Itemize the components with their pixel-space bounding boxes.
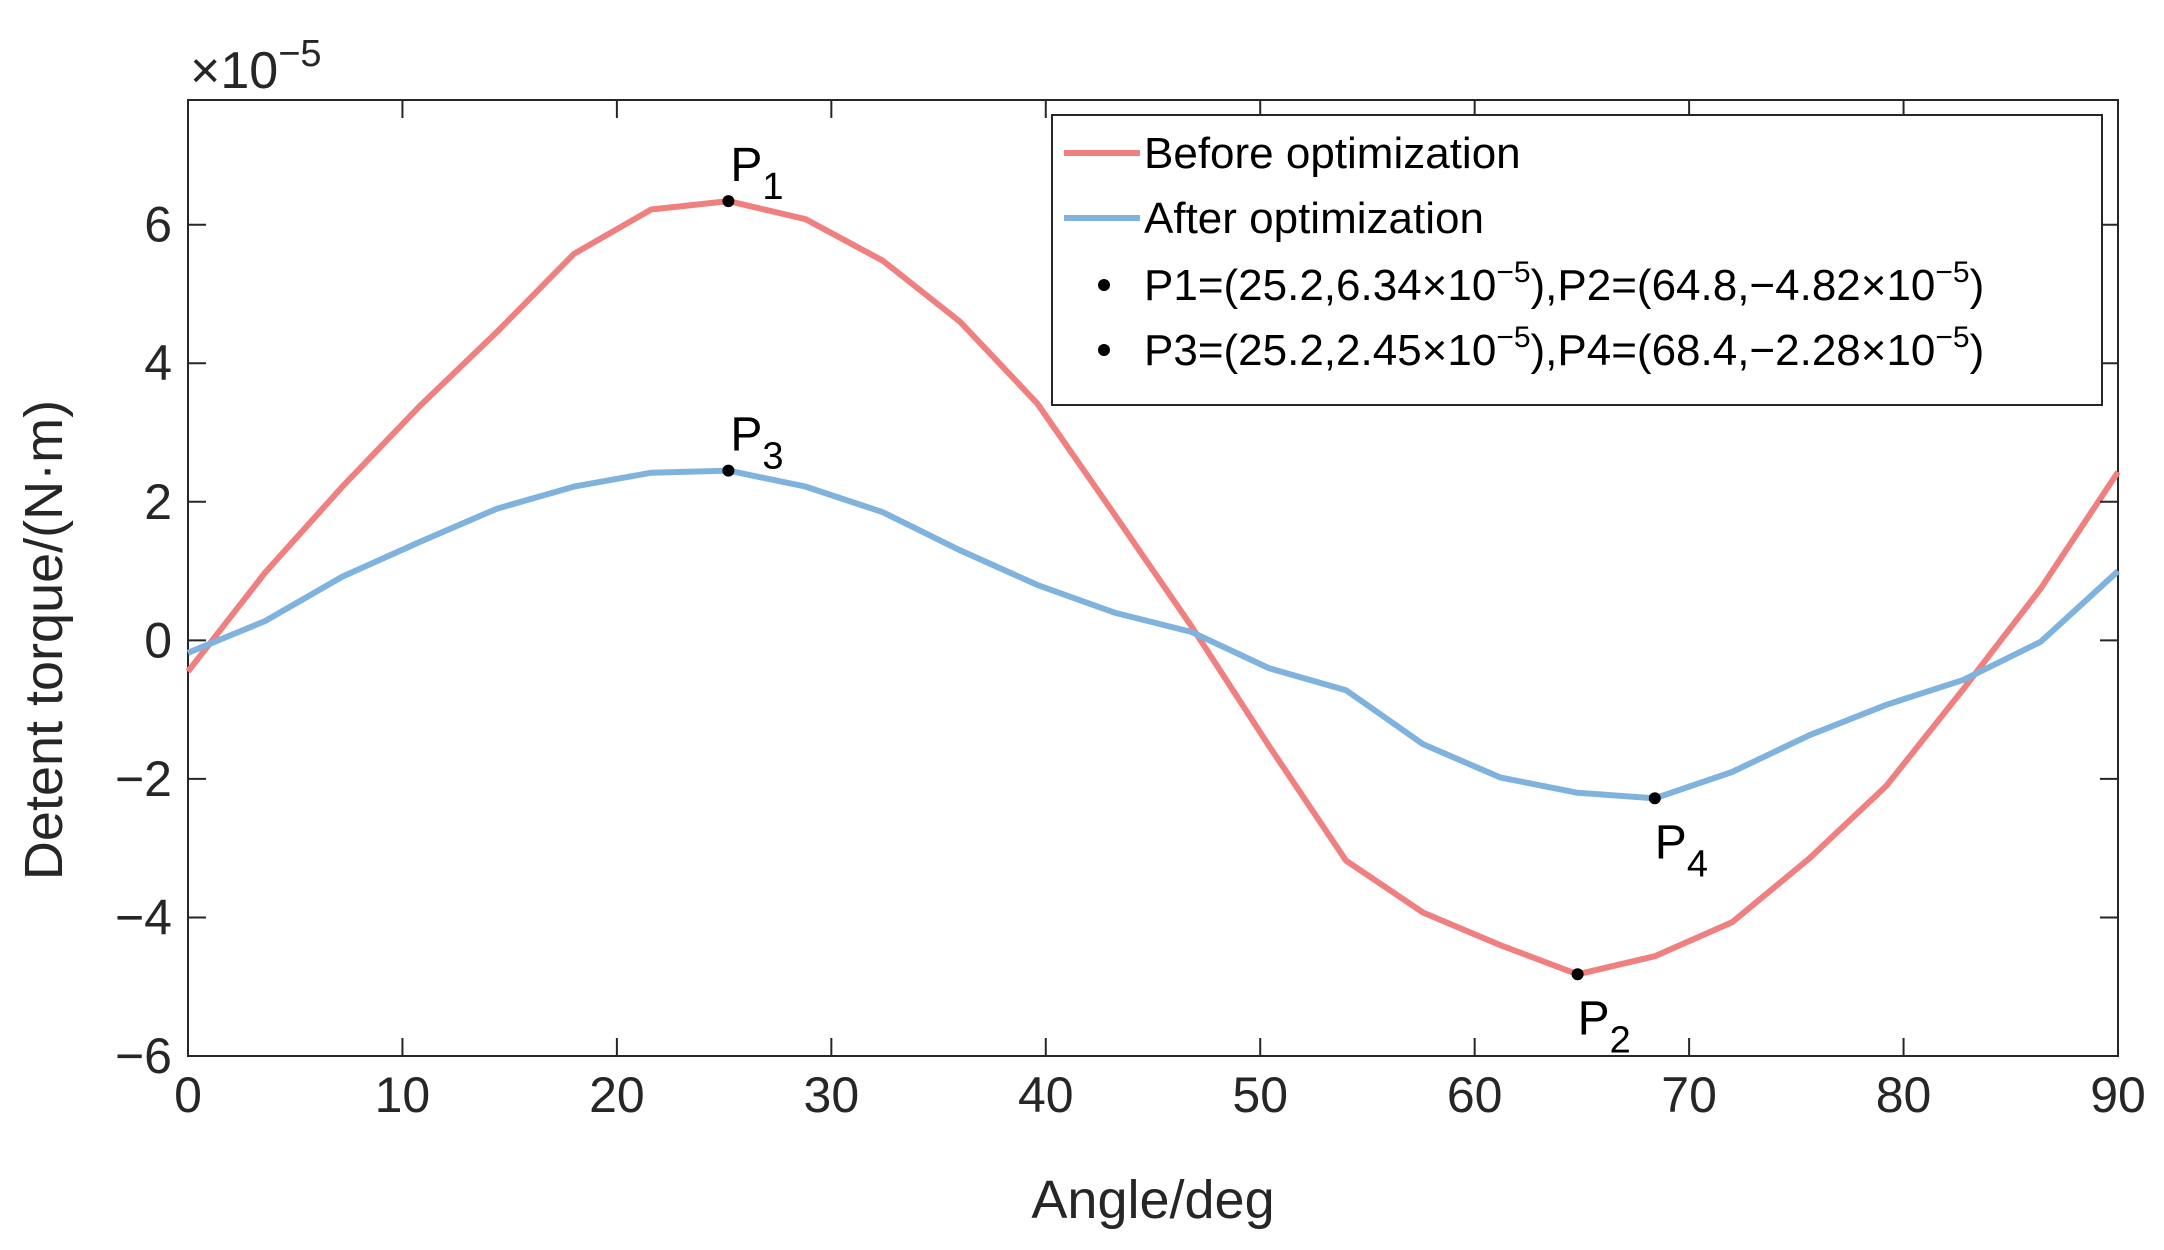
- y-tick-label: 4: [144, 335, 172, 391]
- x-tick-label: 30: [804, 1067, 860, 1123]
- y-tick-label: −2: [115, 751, 172, 807]
- series-line-before-optimization: [185, 198, 2121, 978]
- marked-point-label-3: P3: [730, 409, 783, 478]
- y-tick-label: 2: [144, 474, 172, 530]
- y-exponent-base: ×10: [190, 42, 278, 100]
- y-tick-label: −6: [115, 1028, 172, 1084]
- marked-points-layer: P1 P2 P3 P4: [722, 139, 1708, 1061]
- plot-frame: [187, 99, 2119, 1057]
- marked-point-dot-1: [722, 195, 735, 208]
- legend-marker-4: [1098, 344, 1110, 356]
- y-tick-label: −4: [115, 889, 172, 945]
- x-tick-label: 20: [589, 1067, 645, 1123]
- series-layer: [185, 198, 2121, 978]
- x-tick-label: 40: [1018, 1067, 1074, 1123]
- x-tick-label: 60: [1447, 1067, 1503, 1123]
- y-exponent-power: −5: [278, 33, 321, 75]
- y-axis-label: Detent torque/(N·m): [14, 400, 74, 880]
- x-tick-label: 50: [1232, 1067, 1288, 1123]
- plot-area-border: [187, 99, 2119, 1057]
- y-tick-label: 0: [144, 612, 172, 668]
- legend: Before optimization After optimization P1=…: [1051, 114, 2103, 406]
- legend-label-3: P1=(25.2,6.34×10−5),P2=(64.8,−4.82×10−5): [1144, 256, 1984, 310]
- y-exponent-label: ×10−5: [190, 33, 322, 100]
- marked-point-dot-3: [722, 464, 735, 477]
- x-tick-label: 70: [1661, 1067, 1717, 1123]
- y-tick-label: 6: [144, 197, 172, 253]
- marked-point-label-4: P4: [1655, 816, 1708, 885]
- legend-label-2: After optimization: [1144, 194, 1484, 243]
- x-tick-label: 10: [375, 1067, 431, 1123]
- ticks-layer: 0 10 20 30 40 50 60 70 80 90 −6 −4 −2 0 2 4 6: [115, 100, 2146, 1123]
- x-axis-label: Angle/deg: [1031, 1170, 1274, 1230]
- legend-label-4: P3=(25.2,2.45×10−5),P4=(68.4,−2.28×10−5): [1144, 321, 1984, 375]
- series-line-after-optimization: [186, 467, 2121, 802]
- legend-label-1: Before optimization: [1144, 129, 1521, 178]
- marked-point-label-2: P2: [1578, 992, 1631, 1061]
- legend-box: [1051, 114, 2103, 406]
- x-tick-label: 90: [2090, 1067, 2146, 1123]
- x-tick-label: 80: [1876, 1067, 1932, 1123]
- marked-point-dot-4: [1648, 792, 1661, 805]
- marked-point-dot-2: [1571, 968, 1584, 981]
- marked-point-label-1: P1: [730, 139, 783, 208]
- legend-marker-3: [1098, 279, 1110, 291]
- x-tick-label: 0: [174, 1067, 202, 1123]
